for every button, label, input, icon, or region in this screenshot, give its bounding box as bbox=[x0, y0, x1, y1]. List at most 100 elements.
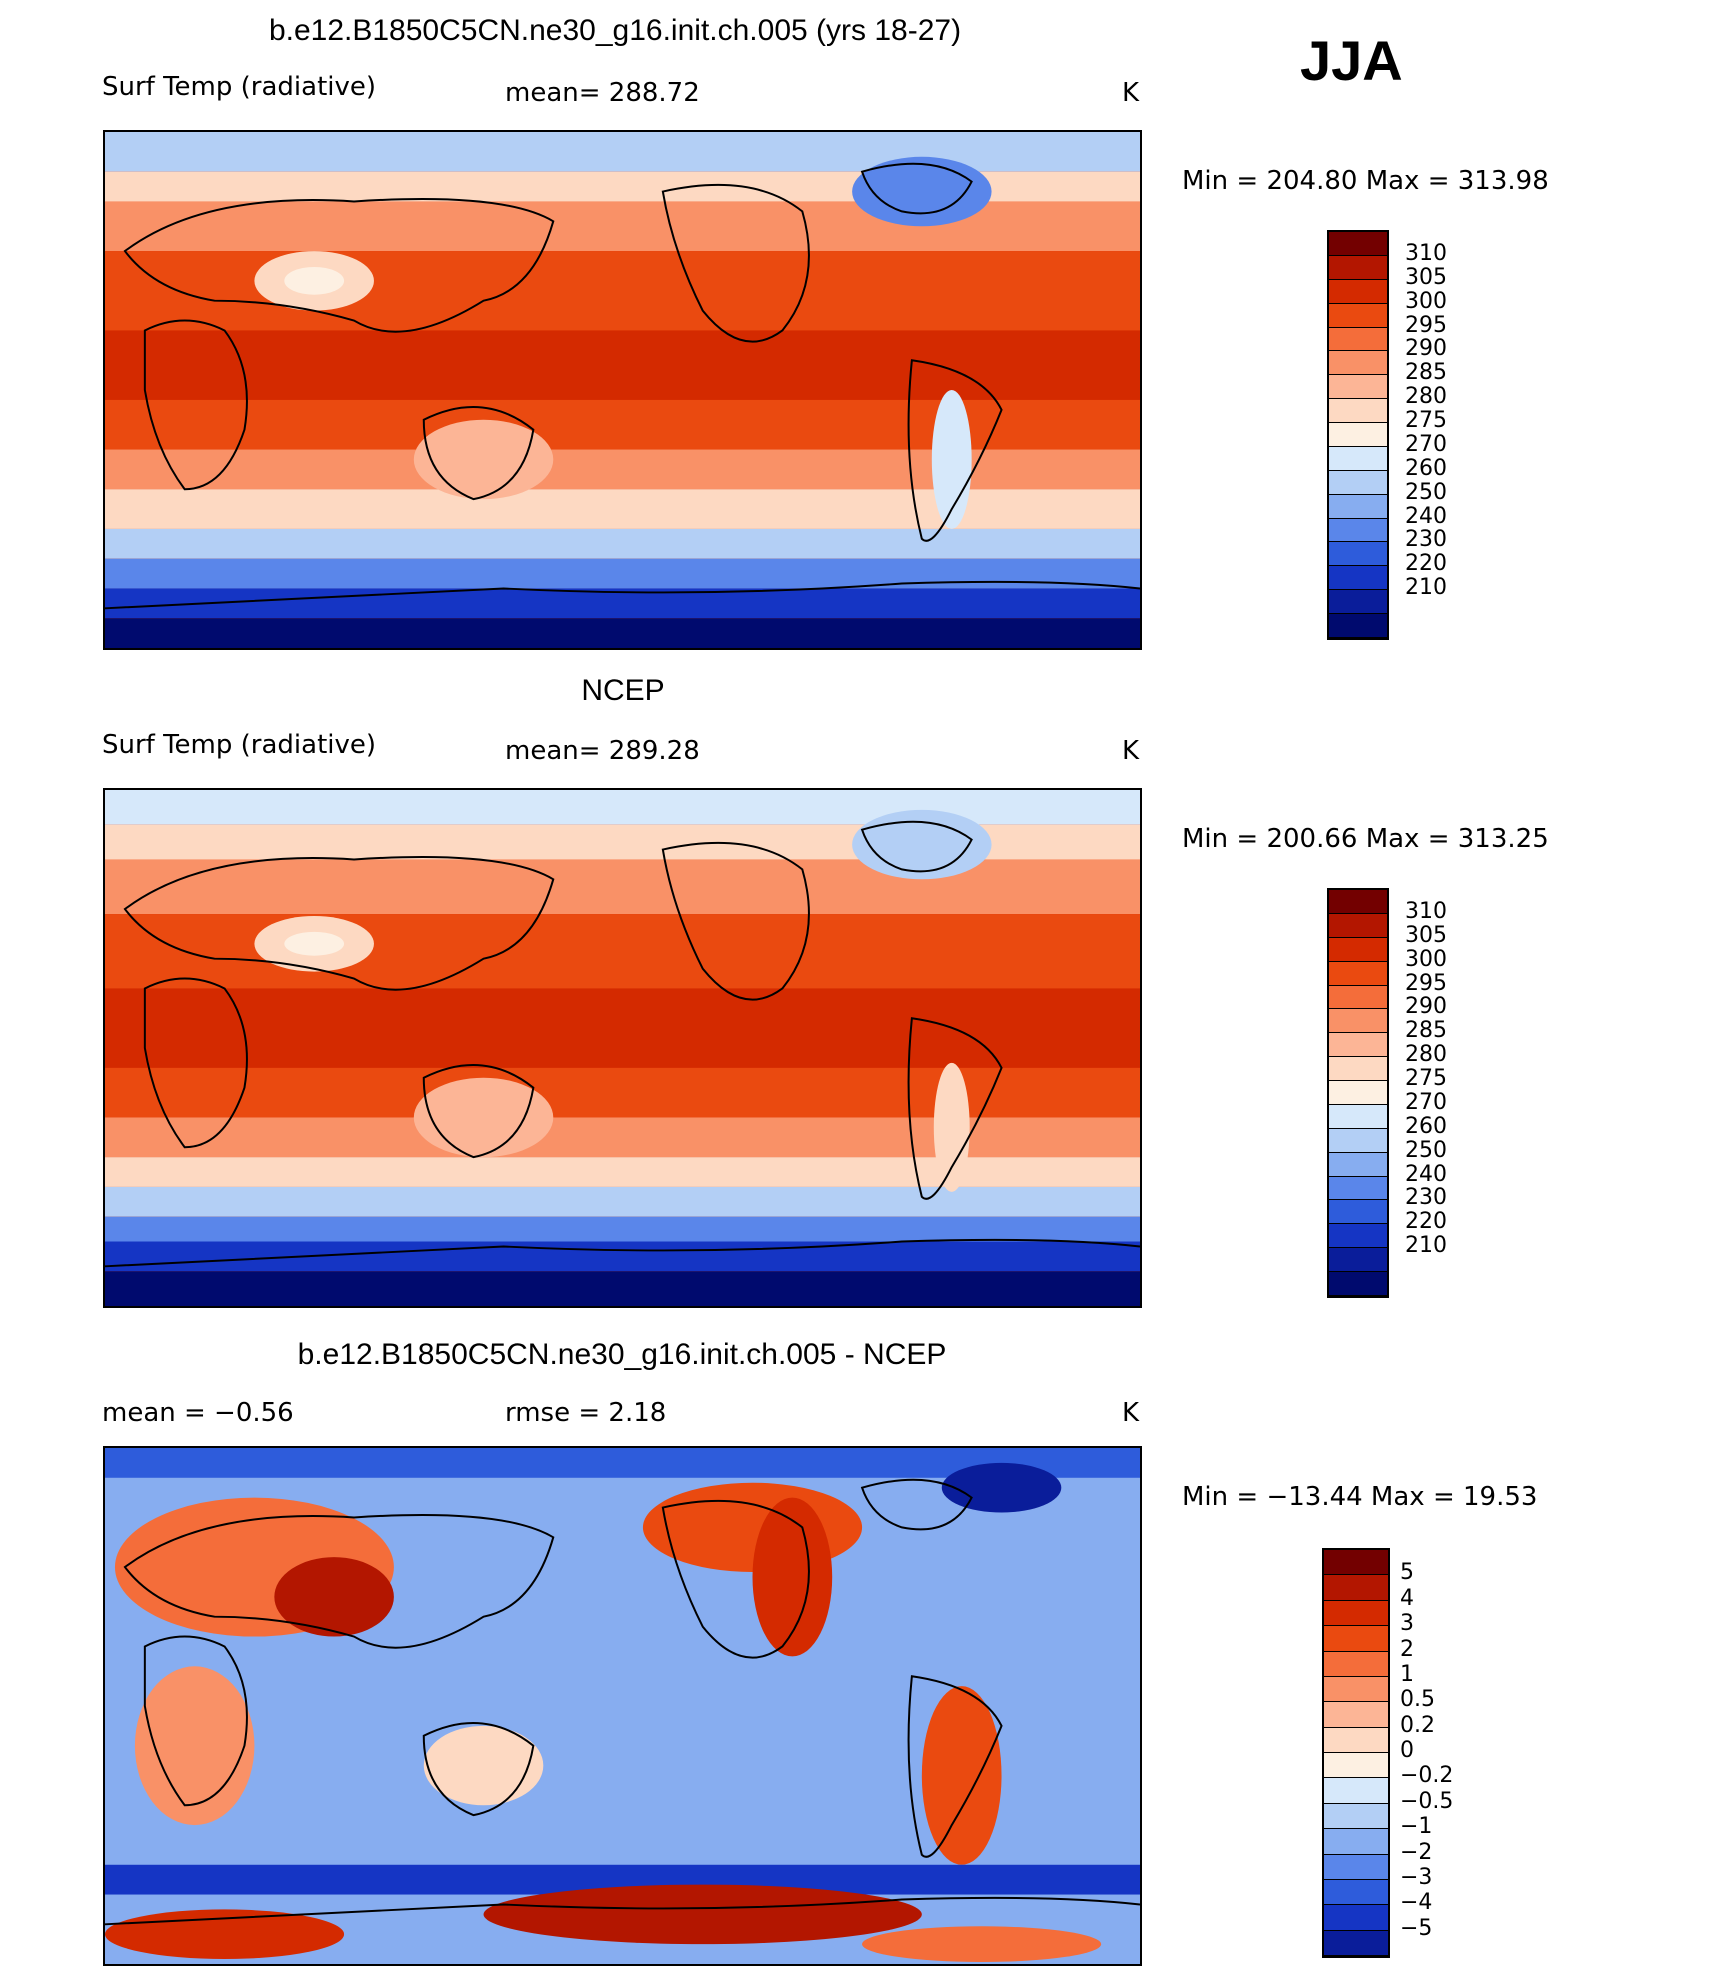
colorbar-tick-label: −5 bbox=[1400, 1915, 1433, 1941]
colorbar-segment bbox=[1329, 1081, 1387, 1105]
colorbar-segment bbox=[1324, 1550, 1388, 1576]
panel-1-mean-label: mean= 288.72 bbox=[505, 78, 700, 108]
colorbar-segment bbox=[1329, 279, 1387, 304]
colorbar-tick-label: 0.5 bbox=[1400, 1687, 1435, 1713]
colorbar-segment bbox=[1329, 590, 1387, 615]
panel-1-colorbar bbox=[1327, 230, 1389, 640]
panel-1-colorbar-labels: 310 305 300 295 290 285 280 275 270 260 250 240 230 2… bbox=[1405, 230, 1525, 640]
panel-2-minmax: Min = 200.66 Max = 313.25 bbox=[1182, 824, 1549, 854]
colorbar-tick-label: 250 bbox=[1405, 1137, 1447, 1163]
panel-3-rmse-label: rmse = 2.18 bbox=[505, 1398, 667, 1428]
colorbar-segment bbox=[1329, 1057, 1387, 1082]
colorbar-segment bbox=[1329, 423, 1387, 447]
colorbar-tick-label: 295 bbox=[1405, 970, 1447, 996]
colorbar-segment bbox=[1324, 1854, 1388, 1880]
panel-3-minmax: Min = −13.44 Max = 19.53 bbox=[1182, 1482, 1538, 1512]
colorbar-tick-label: 0 bbox=[1400, 1738, 1414, 1763]
colorbar-tick-label: −2 bbox=[1400, 1839, 1433, 1865]
colorbar-segment bbox=[1324, 1778, 1388, 1804]
panel-3-map bbox=[103, 1446, 1142, 1966]
colorbar-segment bbox=[1324, 1651, 1388, 1677]
colorbar-segment bbox=[1329, 399, 1387, 424]
panel-1-units-label: K bbox=[1122, 78, 1140, 108]
colorbar-segment bbox=[1329, 518, 1387, 543]
colorbar-tick-label: 310 bbox=[1405, 240, 1447, 266]
colorbar-tick-label: 280 bbox=[1405, 384, 1447, 410]
colorbar-tick-label: 280 bbox=[1405, 1042, 1447, 1068]
colorbar-segment bbox=[1329, 1272, 1387, 1296]
colorbar-segment bbox=[1324, 1727, 1388, 1753]
colorbar-tick-label: 240 bbox=[1405, 503, 1447, 529]
colorbar-segment bbox=[1324, 1829, 1388, 1855]
colorbar-segment bbox=[1329, 1176, 1387, 1201]
colorbar-segment bbox=[1329, 375, 1387, 400]
colorbar-tick-label: 285 bbox=[1405, 1018, 1447, 1044]
colorbar-segment bbox=[1329, 1152, 1387, 1177]
colorbar-segment bbox=[1329, 470, 1387, 495]
panel-3-colorbar-labels: 5 4 3 2 1 0.5 0.2 0 −0.2 −0.5 −1 −2 −3 −4 −5 bbox=[1400, 1548, 1530, 1958]
colorbar-segment bbox=[1324, 1905, 1388, 1931]
colorbar-tick-label: 295 bbox=[1405, 312, 1447, 338]
panel-2-map-svg bbox=[105, 790, 1140, 1306]
panel-1-left-label: Surf Temp (radiative) bbox=[102, 72, 377, 102]
panel-2-mean-label: mean= 289.28 bbox=[505, 736, 700, 766]
colorbar-tick-label: 260 bbox=[1405, 1113, 1447, 1139]
colorbar-segment bbox=[1324, 1803, 1388, 1830]
colorbar-segment bbox=[1329, 327, 1387, 352]
colorbar-tick-label: 230 bbox=[1405, 1185, 1447, 1211]
panel-1-title: b.e12.B1850C5CN.ne30_g16.init.ch.005 (yr… bbox=[268, 14, 962, 47]
colorbar-tick-label: 290 bbox=[1405, 994, 1447, 1020]
panel-1-map-svg bbox=[105, 132, 1140, 648]
colorbar-tick-label: 305 bbox=[1405, 922, 1447, 948]
colorbar-tick-label: 285 bbox=[1405, 360, 1447, 386]
colorbar-segment bbox=[1329, 351, 1387, 376]
colorbar-tick-label: 275 bbox=[1405, 408, 1447, 434]
colorbar-tick-label: 305 bbox=[1405, 264, 1447, 290]
colorbar-tick-label: 310 bbox=[1405, 898, 1447, 924]
colorbar-segment bbox=[1324, 1676, 1388, 1703]
colorbar-segment bbox=[1329, 542, 1387, 567]
colorbar-segment bbox=[1324, 1600, 1388, 1627]
panel-3-colorbar bbox=[1322, 1548, 1390, 1958]
colorbar-segment bbox=[1324, 1575, 1388, 1601]
colorbar-tick-label: 275 bbox=[1405, 1066, 1447, 1092]
colorbar-segment bbox=[1329, 937, 1387, 962]
colorbar-tick-label: 2 bbox=[1400, 1636, 1414, 1662]
colorbar-tick-label: 230 bbox=[1405, 527, 1447, 553]
colorbar-tick-label: 300 bbox=[1405, 946, 1447, 972]
panel-2-colorbar-labels: 310 305 300 295 290 285 280 275 270 260 250 240 230 2… bbox=[1405, 888, 1525, 1298]
colorbar-tick-label: 0.2 bbox=[1400, 1712, 1435, 1738]
colorbar-segment bbox=[1324, 1702, 1388, 1728]
season-label: JJA bbox=[1300, 29, 1403, 92]
colorbar-tick-label: 210 bbox=[1405, 575, 1447, 601]
panel-2-map bbox=[103, 788, 1142, 1308]
panel-2-title: NCEP bbox=[581, 674, 665, 707]
colorbar-tick-label: 210 bbox=[1405, 1233, 1447, 1259]
panel-3-title: b.e12.B1850C5CN.ne30_g16.init.ch.005 - N… bbox=[297, 1338, 947, 1371]
colorbar-tick-label: −1 bbox=[1400, 1814, 1433, 1840]
colorbar-segment bbox=[1329, 614, 1387, 638]
colorbar-segment bbox=[1329, 913, 1387, 938]
panel-3-mean-label: mean = −0.56 bbox=[102, 1398, 294, 1428]
colorbar-segment bbox=[1329, 961, 1387, 986]
colorbar-segment bbox=[1329, 1224, 1387, 1249]
colorbar-tick-label: 220 bbox=[1405, 1209, 1447, 1235]
colorbar-tick-label: 5 bbox=[1400, 1560, 1414, 1586]
colorbar-tick-label: 1 bbox=[1400, 1661, 1414, 1687]
colorbar-tick-label: 220 bbox=[1405, 551, 1447, 577]
colorbar-segment bbox=[1329, 255, 1387, 280]
panel-1-minmax: Min = 204.80 Max = 313.98 bbox=[1182, 166, 1549, 196]
panel-3-map-svg bbox=[105, 1448, 1140, 1964]
colorbar-segment bbox=[1329, 1009, 1387, 1034]
colorbar-segment bbox=[1329, 232, 1387, 256]
panel-2-colorbar bbox=[1327, 888, 1389, 1298]
colorbar-tick-label: −4 bbox=[1400, 1890, 1433, 1916]
colorbar-segment bbox=[1329, 303, 1387, 328]
colorbar-tick-label: −3 bbox=[1400, 1864, 1433, 1890]
colorbar-segment bbox=[1329, 1200, 1387, 1225]
panel-3-units-label: K bbox=[1122, 1398, 1140, 1428]
colorbar-tick-label: 3 bbox=[1400, 1611, 1414, 1637]
colorbar-segment bbox=[1329, 494, 1387, 519]
colorbar-segment bbox=[1329, 1128, 1387, 1153]
colorbar-tick-label: 240 bbox=[1405, 1161, 1447, 1187]
